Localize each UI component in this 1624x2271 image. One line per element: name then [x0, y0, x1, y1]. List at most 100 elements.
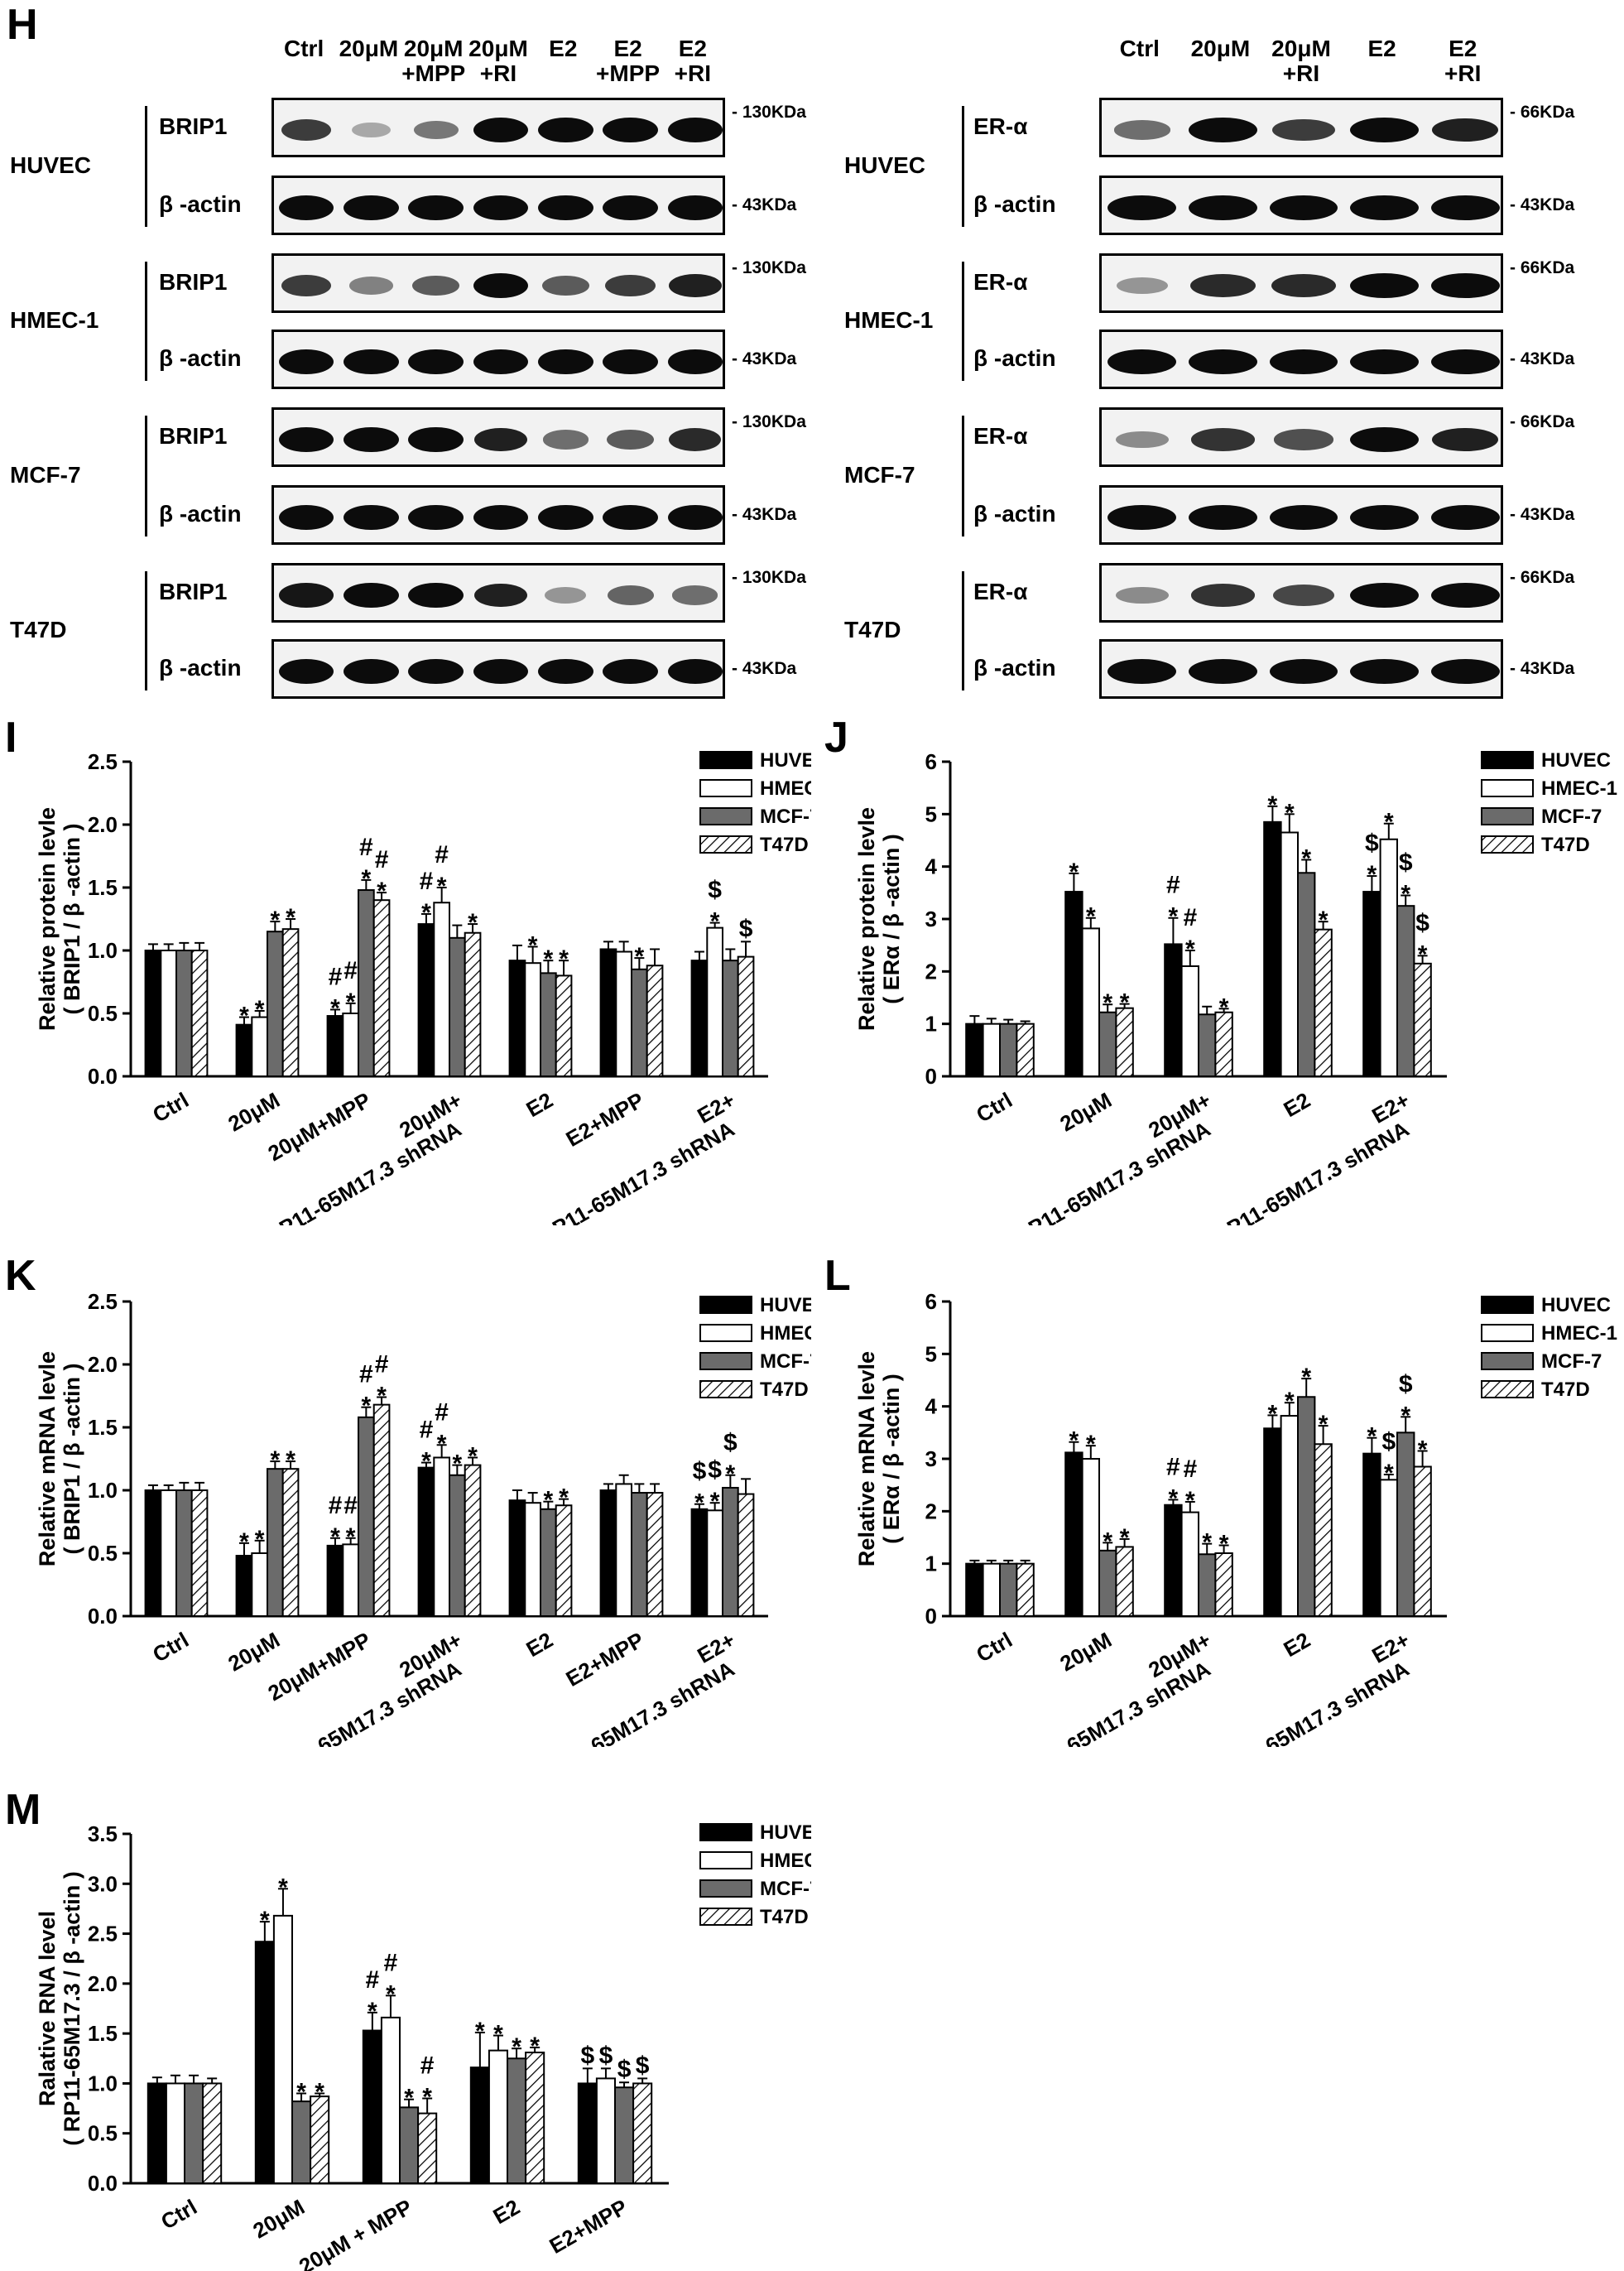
bar-hmec-1: [1379, 1479, 1398, 1618]
y-tick-label: 0: [925, 1064, 937, 1089]
bar-mcf-7: [1198, 1013, 1217, 1077]
bar-hmec-1: [1280, 831, 1299, 1077]
bar-hmec-1: [982, 1022, 1002, 1077]
lane-label: 20μM +RI: [1271, 36, 1331, 86]
significance-mark: $ *: [1365, 830, 1379, 888]
x-tick-line: E2: [1279, 1627, 1314, 1662]
bar-hmec-1: [272, 1914, 293, 2185]
chart-panel-l: L Relative mRNA levle( ERα / β -actin ) 0 1…: [824, 1252, 1617, 1747]
significance-mark: *: [278, 1874, 288, 1901]
panel-letter: J: [824, 714, 848, 762]
bar-huvec: [1064, 1451, 1083, 1617]
legend-label: HMEC-1: [1541, 777, 1617, 800]
legend-swatch: [699, 835, 752, 854]
protein-band: [1107, 195, 1177, 221]
protein-label: ER-α: [973, 113, 1028, 139]
significance-mark: $ *: [708, 877, 722, 936]
significance-symbol: $: [581, 2042, 595, 2069]
significance-symbol: *: [468, 1442, 478, 1470]
significance-mark: *: [1384, 809, 1394, 836]
bar-hmec-1: [433, 1456, 450, 1617]
x-tick-label: E2: [488, 2194, 524, 2229]
significance-symbol: *: [1185, 936, 1195, 963]
x-tick-label: 20μM: [248, 2194, 309, 2243]
x-tick-label: Ctrl: [148, 1627, 193, 1667]
legend-swatch: [699, 1380, 752, 1398]
significance-symbol: $: [1365, 830, 1379, 857]
significance-symbol: $: [1399, 849, 1413, 877]
bar-hmec-1: [1081, 927, 1101, 1077]
significance-symbol: *: [1384, 1460, 1394, 1487]
bar-t47d: [1016, 1022, 1035, 1077]
protein-band: [344, 349, 399, 375]
protein-band: [1188, 195, 1257, 221]
protein-band: [408, 349, 464, 375]
significance-mark: *: [286, 1446, 295, 1474]
y-tick-label: 6: [925, 1289, 937, 1314]
x-tick-label: 20μM+MPP: [263, 1087, 375, 1166]
protein-band: [278, 504, 334, 531]
significance-symbol: *: [1202, 1529, 1212, 1557]
significance-symbol: *: [1268, 1400, 1278, 1427]
significance-mark: $ *: [1399, 1370, 1413, 1429]
significance-mark: # *: [329, 1492, 343, 1551]
y-axis-label: ( ERα / β -actin ): [879, 1374, 904, 1544]
kda-marker: - 43KDa: [1510, 349, 1575, 368]
y-axis-label: Relative mRNA levle: [35, 1351, 60, 1566]
significance-symbol: *: [239, 1528, 249, 1556]
legend-swatch: [1481, 751, 1534, 769]
significance-mark: *: [468, 909, 478, 936]
cell-line-label: HUVEC: [10, 152, 92, 178]
y-tick-label: 1.0: [88, 2071, 118, 2095]
cell-line-label: T47D: [10, 617, 67, 642]
significance-mark: $ *: [1381, 1428, 1396, 1487]
protein-band: [603, 349, 658, 375]
y-tick-label: 2.5: [88, 1922, 118, 1946]
blot-strip: [1099, 485, 1503, 545]
blot-strip: [271, 176, 725, 235]
protein-band: [607, 585, 654, 605]
significance-mark: # *: [1183, 1455, 1197, 1514]
cell-line-label: MCF-7: [844, 462, 915, 488]
bar-hmec-1: [1180, 1511, 1200, 1618]
y-tick-label: 2.0: [88, 1352, 118, 1377]
protein-band: [473, 658, 529, 685]
y-tick-label: 2: [925, 959, 937, 984]
bar-t47d: [737, 1493, 755, 1617]
legend-label: HMEC-1: [760, 1322, 811, 1345]
bar-huvec: [144, 1489, 162, 1617]
protein-band: [603, 117, 658, 143]
protein-band: [541, 275, 589, 296]
significance-mark: # *: [420, 2052, 435, 2111]
bar-mcf-7: [1098, 1549, 1117, 1618]
significance-symbol: #: [329, 963, 343, 990]
y-tick-label: 2.5: [88, 749, 118, 774]
significance-symbol: *: [726, 1460, 736, 1488]
x-tick-line: E2: [1279, 1087, 1314, 1122]
protein-band: [1273, 429, 1334, 450]
lane-label: E2 +RI: [1444, 36, 1482, 86]
significance-mark: *: [255, 1526, 265, 1553]
bar-hmec-1: [1081, 1458, 1101, 1617]
protein-band: [344, 658, 399, 685]
y-axis-label: Relative protein levle: [35, 807, 60, 1031]
protein-band: [1350, 582, 1420, 609]
significance-mark: *: [1268, 1400, 1278, 1427]
protein-band: [473, 117, 529, 143]
protein-band: [1190, 584, 1255, 607]
chart-panel-k: K Relative mRNA levle( BRIP1 / β -actin )…: [5, 1252, 811, 1747]
bar-huvec: [469, 2067, 490, 2184]
bar-mcf-7: [358, 1416, 375, 1617]
x-tick-line: 20μM: [223, 1627, 284, 1676]
legend-label: HMEC-1: [760, 777, 811, 800]
protein-band: [1272, 585, 1335, 606]
bar-t47d: [646, 1492, 664, 1618]
legend-label: T47D: [760, 1378, 809, 1401]
bar-t47d: [555, 974, 573, 1077]
significance-symbol: *: [362, 1393, 372, 1420]
bar-hmec-1: [342, 1543, 359, 1617]
legend-swatch: [699, 1352, 752, 1370]
significance-mark: *: [1319, 907, 1329, 934]
significance-symbol: *: [286, 904, 295, 931]
legend-label: T47D: [760, 1906, 809, 1928]
